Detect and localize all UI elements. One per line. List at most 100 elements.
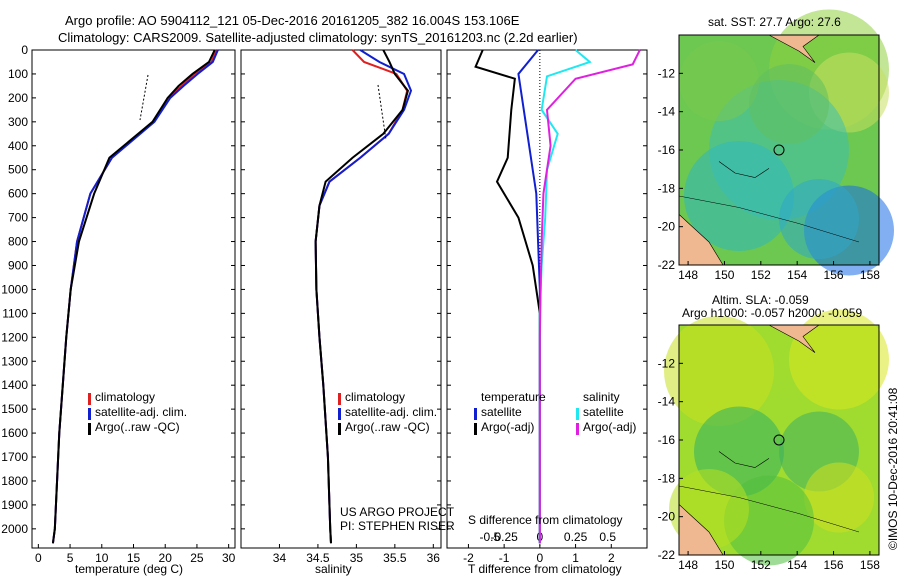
series-1-2 [314,49,410,544]
map-blob [679,41,759,121]
map-xtick-label: 150 [714,268,734,282]
legend-temp-satellite: satellite-adj. clim. [95,405,188,419]
series-1-1 [314,49,413,544]
xtick-top-label: -0.5 [480,530,501,544]
xtick-label: 25 [190,551,204,565]
xtick-top-label: 0.5 [599,530,616,544]
xtick-label: 1 [572,551,579,565]
legend-swatch [88,408,91,420]
ytick-label: 1200 [1,330,28,344]
panel-frame-1 [240,49,442,549]
reef-outline [718,161,770,178]
ytick-label: 0 [21,43,28,57]
panel-frame-2 [446,49,648,549]
map2-title-1: Altim. SLA: -0.059 [712,293,809,307]
shelf-contour [678,195,860,243]
xtick-top-label: 0.25 [564,530,588,544]
temp-xlabel: temperature (deg C) [75,562,184,576]
legend-swatch [576,423,579,435]
map-xtick-label: 150 [714,558,734,572]
map-xtick-label: 158 [860,558,880,572]
series-0-0 [51,49,217,544]
xtick-top-label: -0.25 [490,530,518,544]
xtick-label: 0 [35,551,42,565]
map-blob [664,316,774,426]
project-label: US ARGO PROJECT [340,505,455,519]
ytick-label: 1500 [1,402,28,416]
xtick-label: -1 [499,551,510,565]
ytick-label: 1300 [1,354,28,368]
map-xtick-label: 152 [751,558,771,572]
legend-temp-argo: Argo(..raw -QC) [95,420,180,434]
pi-label: PI: STEPHEN RISER [340,519,455,533]
map-ytick-label: -22 [658,258,676,272]
legend-swatch [88,423,91,435]
map-xtick-label: 154 [787,558,807,572]
legend-diff-temp-sat: satellite [481,405,522,419]
xtick-label: 35 [350,551,364,565]
map-blob [804,462,874,533]
legend-swatch [576,408,579,420]
map-blob [789,309,889,410]
map-ytick-label: -22 [658,548,676,562]
legend-diff-temp-head: temperature [481,390,546,404]
map-xtick-label: 148 [678,558,698,572]
map-blob [749,64,829,144]
ytick-label: 800 [8,235,28,249]
legend-swatch [474,423,477,435]
float-marker [773,144,785,156]
legend-temp-climatology: climatology [95,390,156,404]
legend-sal-argo: Argo(..raw -QC) [345,420,430,434]
map2-title-2: Argo h1000: -0.057 h2000: -0.059 [682,306,863,320]
ytick-label: 2000 [1,522,28,536]
ytick-label: 400 [8,139,28,153]
legend-swatch [474,408,477,420]
ytick-label: 1700 [1,450,28,464]
ytick-label: 1000 [1,282,28,296]
map-xtick-label: 156 [824,558,844,572]
xtick-label: 20 [159,551,173,565]
float-marker [773,434,785,446]
shelf-contour [678,485,860,533]
xtick-label: 36 [427,551,441,565]
map-blob [779,179,859,259]
map-ytick-label: -18 [658,181,676,195]
xtick-label: 0 [537,551,544,565]
ytick-label: 1900 [1,498,28,512]
xtick-label: 15 [127,551,141,565]
map-ytick-label: -16 [658,143,676,157]
ytick-label: 1600 [1,426,28,440]
ytick-label: 500 [8,163,28,177]
header-line-1: Argo profile: AO 5904112_121 05-Dec-2016… [65,13,520,28]
diff-xlabel-bottom: T difference from climatology [468,562,622,576]
panel-frame-0 [31,49,236,549]
sal-xlabel: salinity [315,562,352,576]
map1-title: sat. SST: 27.7 Argo: 27.6 [708,15,841,29]
diff-xlabel-top: S difference from climatology [468,513,623,527]
header-line-2: Climatology: CARS2009. Satellite-adjuste… [58,30,578,45]
map-blob [684,141,794,251]
map-xtick-label: 156 [824,268,844,282]
map-ytick-label: -16 [658,433,676,447]
series-2-1 [474,49,541,544]
legend-swatch [338,423,341,435]
legend-swatch [88,393,91,405]
ytick-label: 300 [8,115,28,129]
legend-swatch [338,408,341,420]
ytick-label: 900 [8,258,28,272]
legend-diff-sal-head: salinity [583,390,620,404]
legend-diff-sal-sat: satellite [583,405,624,419]
xtick-label: 2 [608,551,615,565]
map-ytick-label: -12 [658,356,676,370]
xtick-label: 10 [95,551,109,565]
map-ytick-label: -20 [658,510,676,524]
series-2-3 [538,49,641,544]
legend-swatch [338,393,341,405]
map-1: 148 150 152 154 156 158 -12 -14 -16 -18 -20 -22 [658,309,889,572]
xtick-label: 35.5 [383,551,407,565]
series-2-2 [538,49,592,544]
dotted-sal [377,84,387,141]
reef-outline [718,451,770,468]
legend-diff-sal-argo: Argo(-adj) [583,420,637,434]
series-2-0 [517,49,541,544]
